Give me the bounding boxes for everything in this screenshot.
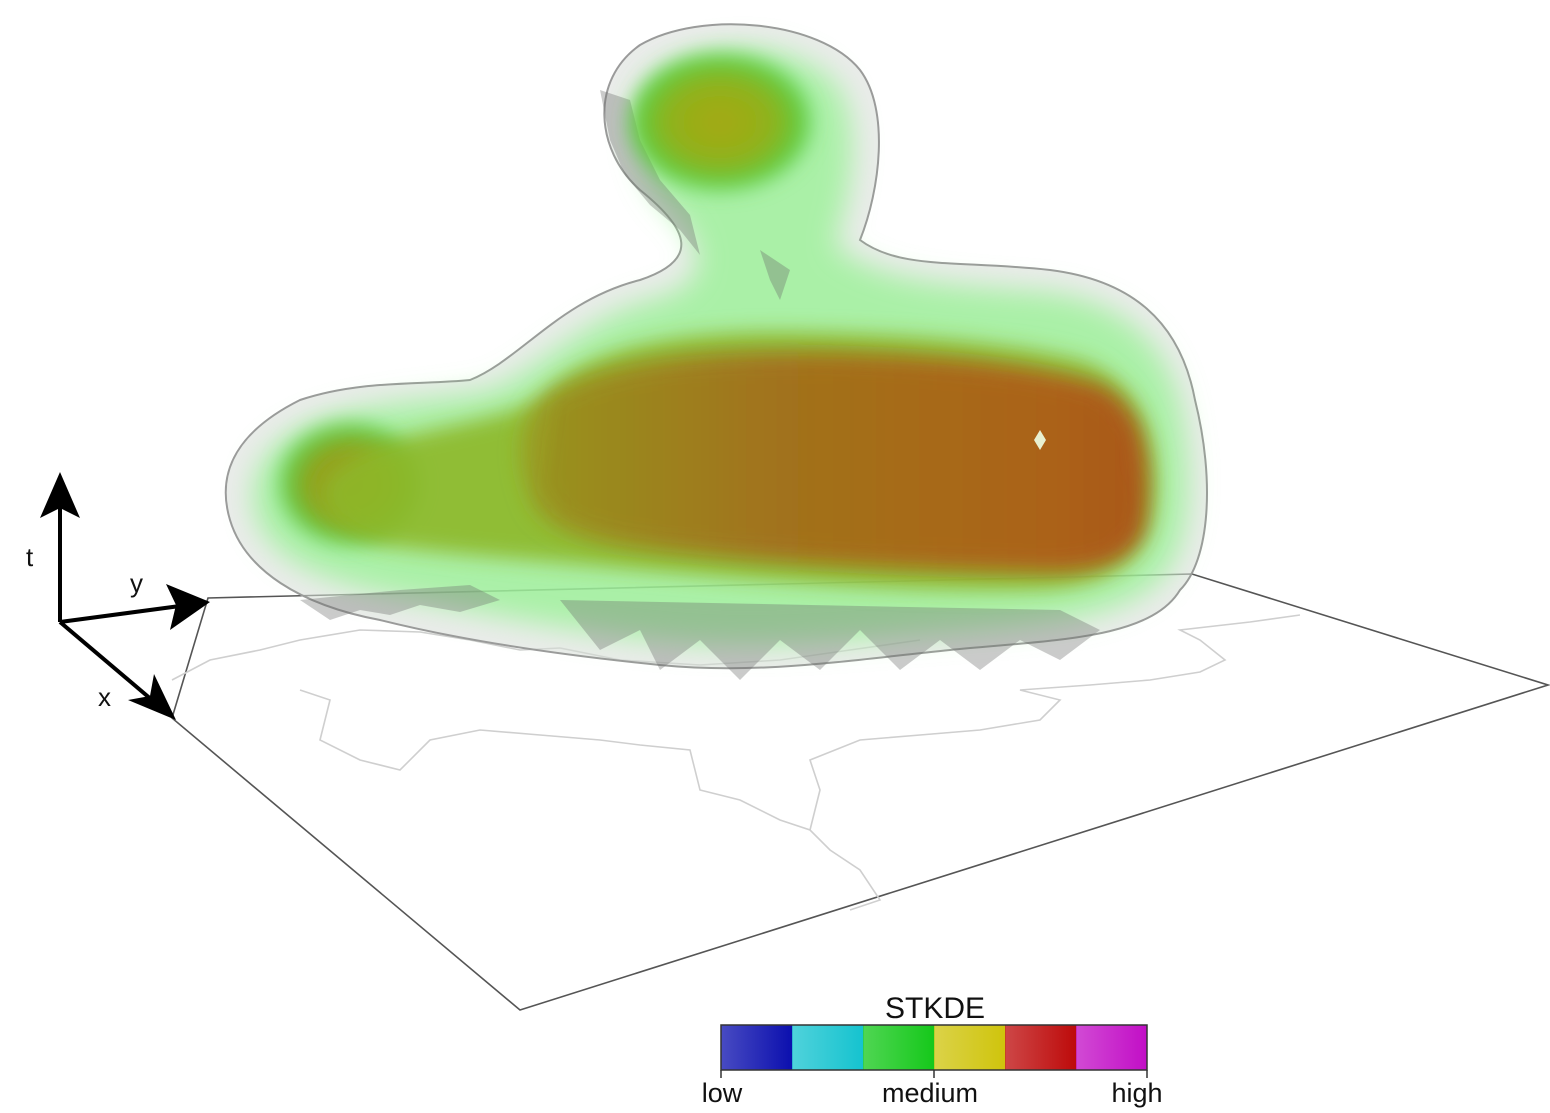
x-axis-line	[58, 620, 154, 702]
density-core-stripes	[544, 363, 1138, 561]
colorbar-segment	[863, 1025, 935, 1070]
y-axis-line	[59, 604, 181, 624]
t-axis-label: t	[26, 542, 34, 572]
isosurface-folds	[300, 90, 1100, 680]
colorbar-segment	[1005, 1025, 1077, 1070]
colorbar-segment	[792, 1025, 864, 1070]
legend-medium-label: medium	[882, 1078, 978, 1108]
colorbar	[721, 1025, 1148, 1070]
colorbar-segment	[934, 1025, 1006, 1070]
legend-high-label: high	[1111, 1078, 1162, 1108]
highlight-marker	[1034, 430, 1046, 450]
density-volume	[224, 23, 1208, 680]
t-axis-arrow-icon	[40, 472, 80, 518]
colorbar-segment	[1076, 1025, 1148, 1070]
legend-title: STKDE	[885, 992, 985, 1025]
colorbar-legend: STKDE low medium high	[702, 992, 1163, 1108]
x-axis-label: x	[98, 682, 111, 712]
colorbar-segment	[721, 1025, 793, 1070]
density-cluster-top	[630, 54, 810, 190]
legend-low-label: low	[702, 1078, 743, 1108]
coordinate-axes	[40, 472, 210, 720]
y-axis-label: y	[130, 568, 143, 598]
x-axis-arrow-icon	[128, 674, 176, 720]
y-axis-arrow-icon	[166, 584, 210, 630]
ground-plane-outline	[171, 573, 1550, 1011]
